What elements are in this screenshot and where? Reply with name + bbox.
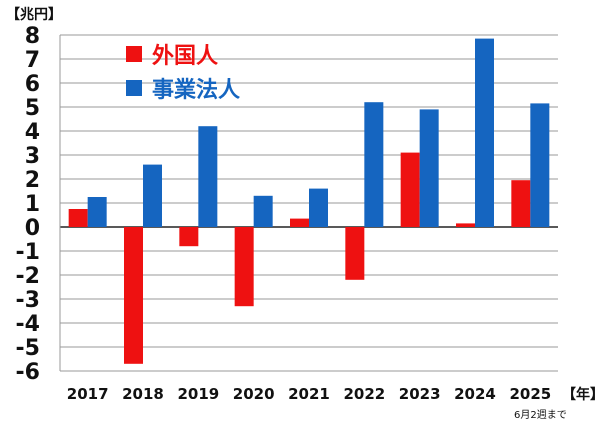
legend-label-corporations: 事業法人 bbox=[152, 78, 241, 103]
legend-swatch-corporations bbox=[126, 80, 142, 96]
bar-foreigners-2021 bbox=[290, 218, 309, 227]
x-tick-label: 2020 bbox=[233, 385, 275, 403]
bar-corporations-2019 bbox=[198, 126, 218, 227]
legend-label-foreigners: 外国人 bbox=[152, 44, 219, 69]
bar-corporations-2024 bbox=[475, 38, 494, 227]
x-tick-label: 2021 bbox=[288, 385, 330, 403]
x-unit-label: 【年】 bbox=[562, 387, 600, 403]
bar-foreigners-2020 bbox=[234, 227, 254, 307]
bar-foreigners-2018 bbox=[124, 227, 143, 364]
y-tick-label: -5 bbox=[16, 336, 40, 361]
x-tick-label: 2025 bbox=[509, 385, 551, 403]
y-tick-label: 4 bbox=[25, 120, 40, 145]
y-tick-label: 3 bbox=[25, 144, 40, 169]
y-tick-label: -3 bbox=[16, 288, 40, 313]
x-tick-label: 2023 bbox=[399, 385, 441, 403]
x-tick-label: 2017 bbox=[67, 385, 109, 403]
legend-item-foreigners: 外国人 bbox=[126, 38, 218, 70]
y-tick-label: 2 bbox=[25, 168, 40, 193]
date-note: 6月2週まで bbox=[514, 410, 567, 421]
bars bbox=[68, 38, 550, 364]
x-tick-labels: 2017 2018 2019 2020 2021 2022 2023 2024 2025 bbox=[67, 385, 551, 403]
y-tick-label: 8 bbox=[25, 24, 40, 49]
y-tick-label: -4 bbox=[16, 312, 40, 337]
y-tick-label: 0 bbox=[25, 216, 40, 241]
bar-corporations-2017 bbox=[87, 197, 107, 227]
x-tick-label: 2018 bbox=[122, 385, 164, 403]
y-tick-label: -6 bbox=[16, 360, 40, 385]
y-tick-label: 5 bbox=[25, 96, 40, 121]
y-tick-label: 6 bbox=[25, 72, 40, 97]
bar-foreigners-2022 bbox=[345, 227, 365, 280]
x-tick-label: 2019 bbox=[177, 385, 219, 403]
y-tick-label: -1 bbox=[16, 240, 40, 265]
bar-corporations-2018 bbox=[143, 164, 162, 227]
y-tick-label: 7 bbox=[25, 48, 40, 73]
bar-corporations-2025 bbox=[530, 103, 550, 227]
bar-corporations-2022 bbox=[364, 102, 384, 227]
bar-corporations-2020 bbox=[253, 195, 273, 227]
x-tick-label: 2022 bbox=[343, 385, 385, 403]
bar-corporations-2021 bbox=[309, 188, 328, 227]
x-tick-label: 2024 bbox=[454, 385, 496, 403]
bar-foreigners-2023 bbox=[400, 152, 420, 227]
bar-foreigners-2019 bbox=[179, 227, 199, 247]
bar-foreigners-2024 bbox=[456, 223, 475, 227]
bar-foreigners-2017 bbox=[68, 209, 88, 227]
bar-foreigners-2025 bbox=[511, 180, 531, 227]
y-unit-label: 【兆円】 bbox=[6, 7, 62, 23]
legend-item-corporations: 事業法人 bbox=[126, 72, 240, 104]
bar-corporations-2023 bbox=[419, 109, 439, 227]
y-tick-label: 1 bbox=[25, 192, 40, 217]
y-tick-label: -2 bbox=[16, 264, 40, 289]
legend-swatch-foreigners bbox=[126, 46, 142, 62]
